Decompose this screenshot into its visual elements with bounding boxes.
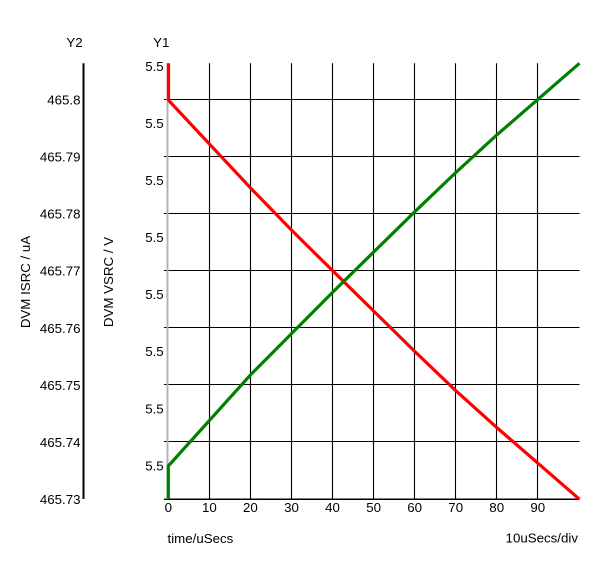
svg-text:60: 60 <box>407 500 422 515</box>
svg-text:Y1: Y1 <box>153 35 169 50</box>
svg-text:5.5: 5.5 <box>145 287 164 302</box>
svg-text:90: 90 <box>530 500 545 515</box>
svg-text:465.78: 465.78 <box>40 207 81 222</box>
svg-text:5.5: 5.5 <box>145 401 164 416</box>
svg-text:10: 10 <box>202 500 217 515</box>
svg-text:70: 70 <box>448 500 463 515</box>
svg-text:0: 0 <box>165 500 172 515</box>
svg-text:30: 30 <box>284 500 299 515</box>
svg-text:DVM ISRC / uA: DVM ISRC / uA <box>18 236 33 328</box>
svg-text:80: 80 <box>489 500 504 515</box>
svg-text:5.5: 5.5 <box>145 344 164 359</box>
svg-text:DVM VSRC / V: DVM VSRC / V <box>101 237 116 327</box>
svg-text:20: 20 <box>243 500 258 515</box>
svg-text:465.76: 465.76 <box>40 321 81 336</box>
svg-text:5.5: 5.5 <box>145 59 164 74</box>
svg-text:10uSecs/div: 10uSecs/div <box>506 531 579 546</box>
svg-text:40: 40 <box>325 500 340 515</box>
svg-text:465.77: 465.77 <box>40 264 81 279</box>
svg-text:5.5: 5.5 <box>145 458 164 473</box>
svg-text:Y2: Y2 <box>66 35 82 50</box>
svg-text:465.79: 465.79 <box>40 150 81 165</box>
svg-text:465.73: 465.73 <box>40 492 81 507</box>
svg-text:465.8: 465.8 <box>47 92 80 107</box>
svg-text:5.5: 5.5 <box>145 173 164 188</box>
svg-text:time/uSecs: time/uSecs <box>168 531 234 546</box>
svg-text:50: 50 <box>366 500 381 515</box>
svg-text:5.5: 5.5 <box>145 116 164 131</box>
svg-text:5.5: 5.5 <box>145 230 164 245</box>
svg-text:465.75: 465.75 <box>40 378 81 393</box>
svg-text:465.74: 465.74 <box>40 435 81 450</box>
